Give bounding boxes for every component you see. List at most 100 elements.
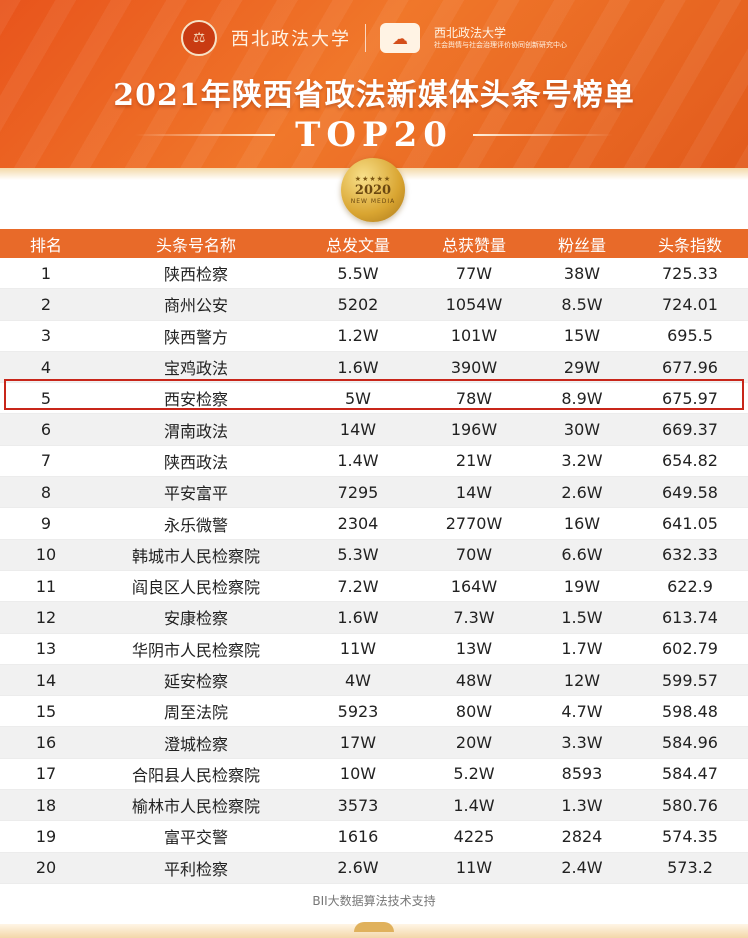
column-header-rank: 排名 [0,229,92,258]
ranking-table: 排名 头条号名称 总发文量 总获赞量 粉丝量 头条指数 1 陕西检察 5.5W 77W… [0,229,748,884]
cell-posts: 5.3W [300,539,416,571]
cell-account: 商州公安 [92,288,300,321]
page-subtitle: TOP20 [295,115,453,155]
cell-followers: 8.5W [532,288,632,321]
column-header-posts: 总发文量 [300,229,416,258]
footer-ornament [354,922,394,932]
cell-account: 陕西政法 [92,445,300,478]
cell-posts: 1.6W [300,351,416,384]
cell-posts: 5.5W [300,258,416,290]
cell-posts: 1.2W [300,320,416,352]
cell-index: 574.35 [632,820,748,853]
cell-followers: 1.5W [532,601,632,634]
cell-likes: 70W [416,539,532,571]
cell-index: 598.48 [632,695,748,728]
cell-account: 陕西检察 [92,258,300,290]
cell-posts: 4W [300,664,416,697]
cell-posts: 17W [300,726,416,759]
table-row: 20 平利检察 2.6W 11W 2.4W 573.2 [0,852,748,884]
cell-index: 725.33 [632,258,748,290]
cell-likes: 20W [416,726,532,759]
cell-account: 华阴市人民检察院 [92,633,300,665]
table-row: 11 阎良区人民检察院 7.2W 164W 19W 622.9 [0,570,748,603]
table-header-row: 排名 头条号名称 总发文量 总获赞量 粉丝量 头条指数 [0,229,748,258]
subtitle-line-left [135,134,276,136]
table-row: 3 陕西警方 1.2W 101W 15W 695.5 [0,320,748,352]
cell-index: 632.33 [632,539,748,571]
university-seal-icon: ⚖ [181,20,217,56]
column-header-account: 头条号名称 [92,229,300,258]
table-row: 19 富平交警 1616 4225 2824 574.35 [0,820,748,853]
cell-rank: 11 [0,570,92,603]
research-center-logo-icon: ☁ [380,23,420,53]
logo-row: ⚖ 西北政法大学 ☁ 西北政法大学 社会舆情与社会治理评价协同创新研究中心 [0,20,748,56]
cell-rank: 3 [0,320,92,352]
cell-followers: 2824 [532,820,632,853]
table-row: 4 宝鸡政法 1.6W 390W 29W 677.96 [0,351,748,384]
award-medal-icon: ★★★★★ 2020 NEW MEDIA [341,158,405,222]
cell-followers: 16W [532,507,632,540]
cell-followers: 1.7W [532,633,632,665]
medal-stars: ★★★★★ [354,175,392,183]
cell-account: 阎良区人民检察院 [92,570,300,603]
cell-account: 陕西警方 [92,320,300,352]
cell-posts: 3573 [300,789,416,822]
cell-followers: 1.3W [532,789,632,822]
cell-followers: 8593 [532,758,632,791]
cell-posts: 5923 [300,695,416,728]
cell-rank: 2 [0,288,92,321]
cell-likes: 14W [416,476,532,509]
cell-account: 韩城市人民检察院 [92,539,300,571]
cell-likes: 48W [416,664,532,697]
cell-posts: 1.4W [300,445,416,478]
cell-rank: 1 [0,258,92,290]
cell-index: 622.9 [632,570,748,603]
table-row: 1 陕西检察 5.5W 77W 38W 725.33 [0,258,748,290]
cell-index: 584.96 [632,726,748,759]
cell-rank: 5 [0,382,92,415]
cell-rank: 4 [0,351,92,384]
cell-followers: 15W [532,320,632,352]
cell-account: 合阳县人民检察院 [92,758,300,791]
cell-likes: 164W [416,570,532,603]
cell-account: 渭南政法 [92,413,300,446]
cell-followers: 12W [532,664,632,697]
cell-likes: 1054W [416,288,532,321]
column-header-index: 头条指数 [632,229,748,258]
column-header-likes: 总获赞量 [416,229,532,258]
cell-account: 平利检察 [92,852,300,884]
table-row: 16 澄城检察 17W 20W 3.3W 584.96 [0,726,748,759]
cell-index: 599.57 [632,664,748,697]
cell-account: 富平交警 [92,820,300,853]
cell-rank: 16 [0,726,92,759]
footer-credit: BII大数据算法技术支持 [312,894,436,908]
cell-rank: 18 [0,789,92,822]
cell-rank: 12 [0,601,92,634]
cell-account: 澄城检察 [92,726,300,759]
cell-posts: 5202 [300,288,416,321]
cell-likes: 2770W [416,507,532,540]
cell-likes: 101W [416,320,532,352]
cell-account: 永乐微警 [92,507,300,540]
cell-index: 613.74 [632,601,748,634]
cell-rank: 15 [0,695,92,728]
header-stripes [0,0,748,180]
cell-index: 641.05 [632,507,748,540]
cell-likes: 78W [416,382,532,415]
cell-rank: 10 [0,539,92,571]
cell-followers: 2.6W [532,476,632,509]
cell-followers: 38W [532,258,632,290]
cell-rank: 20 [0,852,92,884]
cell-likes: 80W [416,695,532,728]
cell-account: 安康检察 [92,601,300,634]
university-logo-text: 西北政法大学 [231,29,351,50]
cell-posts: 7.2W [300,570,416,603]
cell-likes: 4225 [416,820,532,853]
table-row: 6 渭南政法 14W 196W 30W 669.37 [0,413,748,446]
medal-tag: NEW MEDIA [350,198,396,205]
cell-index: 677.96 [632,351,748,384]
medal-year: 2020 [354,183,392,198]
cell-rank: 13 [0,633,92,665]
research-center-logo-text: 西北政法大学 社会舆情与社会治理评价协同创新研究中心 [434,26,567,49]
cell-account: 宝鸡政法 [92,351,300,384]
